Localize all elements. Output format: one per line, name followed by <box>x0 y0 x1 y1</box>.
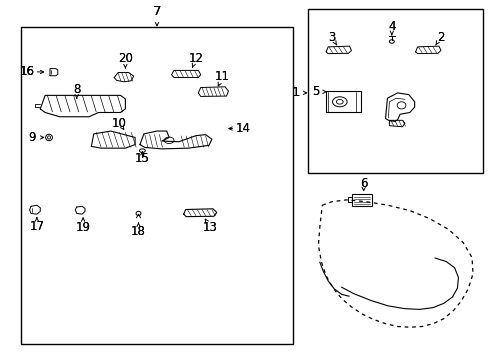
Text: 6: 6 <box>359 177 366 190</box>
Text: 9: 9 <box>28 131 35 144</box>
Text: 20: 20 <box>118 53 133 66</box>
Text: 19: 19 <box>76 221 90 234</box>
Text: 11: 11 <box>215 70 230 83</box>
Text: 14: 14 <box>235 122 250 135</box>
Text: 2: 2 <box>436 31 443 44</box>
Text: 12: 12 <box>188 53 203 66</box>
Text: 12: 12 <box>188 53 203 66</box>
Text: 17: 17 <box>29 220 44 233</box>
Text: 5: 5 <box>312 85 319 98</box>
Text: 15: 15 <box>135 152 149 165</box>
Text: 2: 2 <box>436 31 443 44</box>
Text: 7: 7 <box>152 5 161 18</box>
Text: 3: 3 <box>327 31 335 44</box>
Text: 17: 17 <box>29 220 44 233</box>
Text: 16: 16 <box>19 65 34 78</box>
Text: 10: 10 <box>112 117 127 130</box>
Text: 16: 16 <box>20 65 35 78</box>
Text: 9: 9 <box>28 131 35 144</box>
Text: 11: 11 <box>215 70 230 83</box>
Text: 16: 16 <box>19 65 34 78</box>
Text: 18: 18 <box>131 225 145 238</box>
Text: 13: 13 <box>203 221 218 234</box>
Text: 20: 20 <box>118 53 133 66</box>
Text: 8: 8 <box>73 83 81 96</box>
Text: 3: 3 <box>327 31 335 44</box>
Text: 5: 5 <box>312 85 319 98</box>
Text: 7: 7 <box>152 5 161 18</box>
Bar <box>307 9 482 173</box>
Text: 18: 18 <box>131 225 145 238</box>
Text: 4: 4 <box>387 20 395 33</box>
Text: 1: 1 <box>291 86 299 99</box>
Bar <box>352 194 371 206</box>
Text: 6: 6 <box>359 177 366 190</box>
Bar <box>21 27 292 345</box>
Text: 13: 13 <box>203 221 218 234</box>
Bar <box>325 91 361 112</box>
Text: 1: 1 <box>291 86 299 99</box>
Text: 15: 15 <box>135 152 149 165</box>
Text: 10: 10 <box>112 117 127 130</box>
Text: 19: 19 <box>76 221 90 234</box>
Text: 8: 8 <box>73 83 81 96</box>
Text: 14: 14 <box>235 122 250 135</box>
Text: 4: 4 <box>387 20 395 33</box>
